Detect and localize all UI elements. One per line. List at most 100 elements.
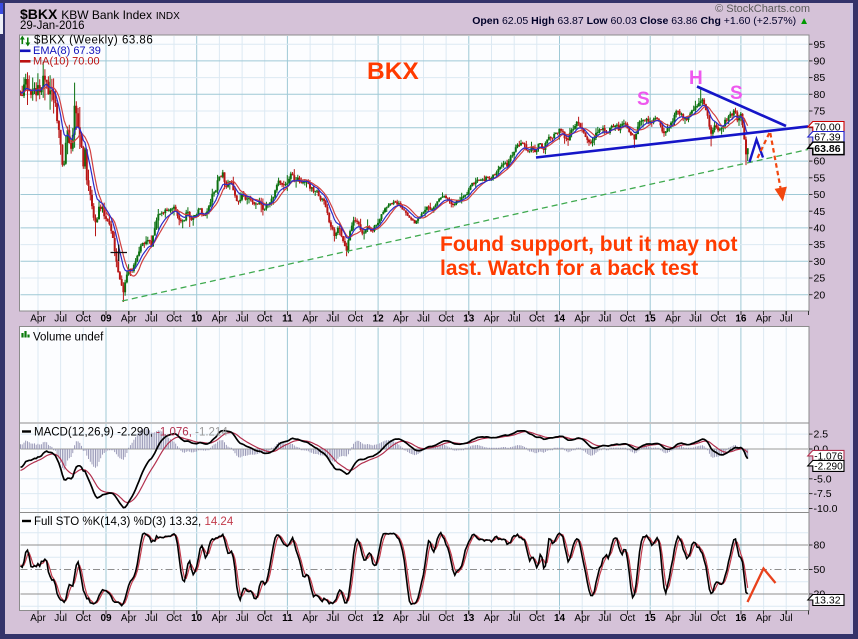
svg-text:Oct: Oct [620, 314, 636, 325]
svg-text:Jul: Jul [417, 314, 430, 325]
svg-text:Apr: Apr [574, 314, 590, 325]
svg-text:20: 20 [814, 289, 826, 301]
svg-text:Jul: Jul [689, 613, 702, 624]
svg-text:16: 16 [735, 314, 747, 325]
svg-text:H: H [689, 68, 703, 89]
svg-text:40: 40 [814, 223, 826, 235]
svg-text:67.39: 67.39 [814, 132, 840, 144]
svg-text:Volume undef: Volume undef [33, 332, 104, 344]
svg-text:13: 13 [463, 314, 475, 325]
svg-text:Oct: Oct [166, 613, 182, 624]
svg-text:MA(10) 70.00: MA(10) 70.00 [33, 56, 100, 68]
svg-text:Oct: Oct [76, 613, 92, 624]
svg-text:90: 90 [814, 56, 826, 68]
svg-text:Oct: Oct [257, 314, 273, 325]
svg-text:-2.290: -2.290 [814, 462, 843, 473]
svg-text:80: 80 [814, 540, 826, 552]
svg-text:12: 12 [373, 613, 385, 624]
svg-text:MACD(12,26,9) -2.290, -1.076,: MACD(12,26,9) -2.290, -1.076, -1.214 [34, 427, 228, 439]
svg-text:13.32: 13.32 [814, 595, 840, 607]
svg-text:Apr: Apr [574, 613, 590, 624]
svg-text:11: 11 [282, 314, 293, 325]
svg-text:12: 12 [373, 314, 385, 325]
svg-text:$BKX (Weekly) 63.86: $BKX (Weekly) 63.86 [34, 35, 153, 47]
svg-text:Oct: Oct [76, 314, 92, 325]
svg-text:Jul: Jul [326, 314, 339, 325]
svg-text:Apr: Apr [393, 314, 409, 325]
svg-text:85: 85 [814, 72, 826, 84]
svg-text:Jul: Jul [689, 314, 702, 325]
svg-text:Apr: Apr [121, 613, 137, 624]
svg-text:Oct: Oct [348, 613, 364, 624]
svg-text:Oct: Oct [529, 314, 545, 325]
svg-text:63.86: 63.86 [814, 143, 840, 155]
svg-text:Oct: Oct [710, 314, 726, 325]
svg-text:Jul: Jul [236, 613, 249, 624]
svg-text:Jul: Jul [54, 314, 67, 325]
svg-text:S: S [637, 89, 650, 110]
svg-text:50: 50 [814, 564, 826, 576]
svg-text:Found support, but it may not: Found support, but it may not [440, 233, 737, 256]
svg-text:09: 09 [100, 613, 112, 624]
svg-text:Jul: Jul [145, 314, 158, 325]
svg-text:45: 45 [814, 206, 826, 218]
svg-text:Jul: Jul [508, 314, 521, 325]
svg-text:14: 14 [554, 314, 566, 325]
svg-text:Apr: Apr [665, 613, 681, 624]
svg-text:95: 95 [814, 39, 826, 51]
svg-text:55: 55 [814, 172, 826, 184]
svg-text:Oct: Oct [348, 314, 364, 325]
svg-text:Apr: Apr [212, 314, 228, 325]
svg-text:Jul: Jul [236, 314, 249, 325]
svg-text:10: 10 [191, 314, 203, 325]
svg-text:Apr: Apr [484, 314, 500, 325]
svg-text:BKX: BKX [367, 58, 419, 85]
svg-text:15: 15 [645, 314, 657, 325]
svg-text:-1.076: -1.076 [814, 452, 843, 463]
svg-text:Oct: Oct [166, 314, 182, 325]
svg-text:50: 50 [814, 189, 826, 201]
svg-text:Jul: Jul [54, 613, 67, 624]
svg-text:Full STO %K(14,3) %D(3) 13.32,: Full STO %K(14,3) %D(3) 13.32, 14.24 [34, 516, 234, 528]
svg-text:Jul: Jul [780, 613, 793, 624]
svg-text:Jul: Jul [508, 613, 521, 624]
svg-text:11: 11 [282, 613, 293, 624]
svg-text:30: 30 [814, 256, 826, 268]
svg-text:-7.5: -7.5 [814, 488, 832, 500]
svg-text:Oct: Oct [529, 613, 545, 624]
svg-text:last. Watch for a back test: last. Watch for a back test [440, 257, 698, 280]
svg-text:Jul: Jul [417, 613, 430, 624]
svg-text:75: 75 [814, 106, 826, 118]
svg-text:Jul: Jul [145, 613, 158, 624]
svg-text:-5.0: -5.0 [814, 473, 832, 485]
svg-text:Apr: Apr [756, 613, 772, 624]
svg-text:Jul: Jul [598, 314, 611, 325]
svg-text:Apr: Apr [665, 314, 681, 325]
svg-text:70.00: 70.00 [814, 122, 840, 134]
svg-text:Apr: Apr [302, 314, 318, 325]
svg-text:Apr: Apr [212, 613, 228, 624]
svg-text:Apr: Apr [302, 613, 318, 624]
svg-text:Apr: Apr [756, 314, 772, 325]
svg-text:Oct: Oct [438, 314, 454, 325]
svg-text:Oct: Oct [257, 613, 273, 624]
svg-text:Jul: Jul [326, 613, 339, 624]
svg-text:80: 80 [814, 89, 826, 101]
svg-text:Oct: Oct [710, 613, 726, 624]
svg-text:09: 09 [100, 314, 112, 325]
svg-text:EMA(8) 67.39: EMA(8) 67.39 [33, 45, 101, 57]
svg-text:Apr: Apr [484, 613, 500, 624]
svg-text:Apr: Apr [30, 314, 46, 325]
svg-text:35: 35 [814, 239, 826, 251]
svg-text:Apr: Apr [30, 613, 46, 624]
svg-text:Jul: Jul [780, 314, 793, 325]
svg-text:Jul: Jul [598, 613, 611, 624]
svg-text:16: 16 [735, 613, 747, 624]
svg-text:Oct: Oct [438, 613, 454, 624]
svg-text:2.5: 2.5 [814, 429, 829, 441]
svg-text:14: 14 [554, 613, 566, 624]
svg-text:-10.0: -10.0 [814, 503, 838, 515]
svg-text:Apr: Apr [393, 613, 409, 624]
svg-text:13: 13 [463, 613, 475, 624]
svg-text:S: S [730, 83, 743, 104]
